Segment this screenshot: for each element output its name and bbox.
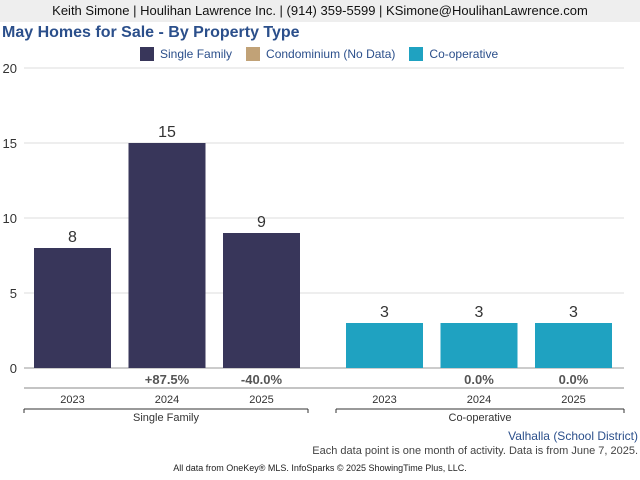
contact-text: Keith Simone | Houlihan Lawrence Inc. | … <box>52 3 588 18</box>
legend-item-condominium[interactable]: Condominium (No Data) <box>246 47 395 61</box>
change-label: +87.5% <box>145 372 190 387</box>
bar-value-label: 3 <box>475 304 484 321</box>
y-tick-label: 10 <box>3 211 17 226</box>
footer-credit: All data from OneKey® MLS. InfoSparks © … <box>173 463 467 473</box>
legend-item-co-operative[interactable]: Co-operative <box>409 47 498 61</box>
group-label: Co-operative <box>449 412 512 424</box>
y-tick-label: 15 <box>3 136 17 151</box>
legend-item-single-family[interactable]: Single Family <box>140 47 232 61</box>
bar[interactable] <box>346 323 423 368</box>
bar[interactable] <box>223 233 300 368</box>
y-tick-label: 0 <box>10 361 17 376</box>
x-tick-label: 2023 <box>372 394 396 406</box>
group-label: Single Family <box>133 412 200 424</box>
chart-title: May Homes for Sale - By Property Type <box>2 24 300 41</box>
legend-label-single-family: Single Family <box>160 47 233 61</box>
bar-value-label: 3 <box>380 304 389 321</box>
x-tick-label: 2024 <box>155 394 179 406</box>
bar-chart: 0 5 10 15 20 8 2023 15 +87.5% 2024 9 -40.0% 2025 3 202… <box>3 61 625 424</box>
change-label: -40.0% <box>241 372 283 387</box>
legend-swatch-condominium <box>246 47 261 61</box>
x-tick-label: 2025 <box>561 394 585 406</box>
bar[interactable] <box>440 323 518 368</box>
change-label: 0.0% <box>559 372 589 387</box>
bar-value-label: 9 <box>257 214 266 231</box>
x-tick-label: 2023 <box>60 394 84 406</box>
contact-bar: Keith Simone | Houlihan Lawrence Inc. | … <box>0 0 640 22</box>
legend: Single Family Condominium (No Data) Co-o… <box>140 45 512 63</box>
bar-value-label: 8 <box>68 229 77 246</box>
group-bracket <box>335 408 625 413</box>
legend-label-condominium: Condominium (No Data) <box>266 47 396 61</box>
group-bracket <box>23 408 309 413</box>
bar[interactable] <box>128 143 206 368</box>
bar-value-label: 15 <box>158 124 176 141</box>
bar[interactable] <box>535 323 612 368</box>
x-tick-label: 2024 <box>467 394 491 406</box>
bar[interactable] <box>34 248 111 368</box>
legend-swatch-co-operative <box>409 47 424 61</box>
data-note: Each data point is one month of activity… <box>312 445 638 457</box>
legend-swatch-single-family <box>140 47 154 61</box>
y-tick-label: 5 <box>10 286 17 301</box>
change-label: 0.0% <box>464 372 494 387</box>
x-tick-label: 2025 <box>249 394 273 406</box>
region-label[interactable]: Valhalla (School District) <box>508 429 638 443</box>
bar-value-label: 3 <box>569 304 578 321</box>
y-tick-label: 20 <box>3 61 17 76</box>
legend-label-co-operative: Co-operative <box>429 47 499 61</box>
